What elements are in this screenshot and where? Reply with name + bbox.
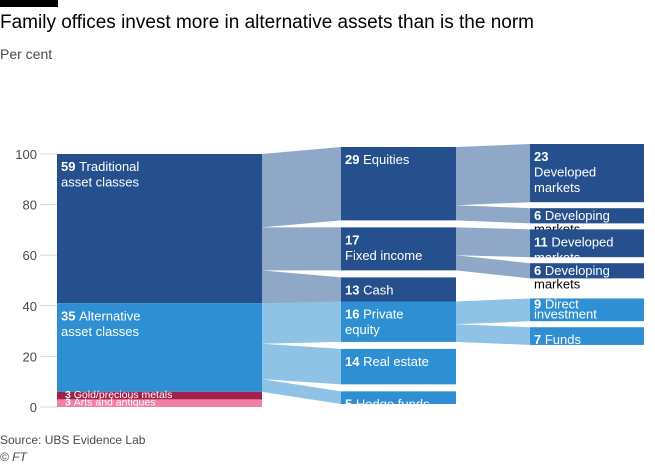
node-fi_dvg bbox=[530, 263, 644, 279]
node-label-re: 14 Real estate bbox=[345, 354, 429, 369]
link-alt-to-pe bbox=[262, 301, 341, 344]
node-group: 59 Traditional asset classes 35 Alternativ… bbox=[57, 144, 644, 411]
node-hf bbox=[341, 391, 456, 404]
node-re bbox=[341, 348, 456, 385]
link-trad-to-cash bbox=[262, 270, 341, 311]
node-arts bbox=[57, 399, 262, 407]
node-eq bbox=[341, 147, 456, 221]
link-pe-to-pe_funds bbox=[456, 324, 530, 345]
y-tick-label-100: 100 bbox=[15, 147, 37, 162]
node-pe_funds bbox=[530, 327, 644, 345]
node-pe bbox=[341, 301, 456, 342]
node-label-eq_dvg: 6 Developing bbox=[534, 208, 610, 223]
node-label-pe_dir: 9 Direct investment bbox=[534, 296, 597, 321]
y-tick-label-80: 80 bbox=[23, 198, 37, 213]
node-label-pe_funds: 7 Funds bbox=[534, 332, 581, 347]
node-label-arts: 3 Arts and antiques bbox=[65, 397, 155, 409]
node-fi_dev bbox=[530, 229, 644, 258]
node-label-pe: 16 Private equity bbox=[345, 306, 404, 337]
node-label-cash: 13 Cash bbox=[345, 282, 393, 297]
chart-title: Family offices invest more in alternativ… bbox=[0, 12, 534, 33]
link-trad-to-fi bbox=[262, 227, 341, 271]
node-fi bbox=[341, 227, 456, 271]
node-eq_dvg bbox=[530, 208, 644, 224]
link-group bbox=[262, 144, 530, 404]
node-label-trad: 59 Traditional asset classes bbox=[61, 159, 140, 190]
node-eq_dev bbox=[530, 144, 644, 203]
link-fi-to-fi_dev bbox=[456, 227, 530, 258]
y-axis-unit-label: Per cent bbox=[0, 46, 53, 62]
node-label-fi: 17 Fixed income bbox=[345, 232, 422, 263]
node-gold bbox=[57, 391, 262, 400]
link-eq-to-eq_dev bbox=[456, 144, 530, 206]
source-note: Source: UBS Evidence Lab bbox=[0, 433, 146, 447]
node-trad bbox=[57, 154, 262, 304]
link-alt-to-hf bbox=[262, 379, 341, 404]
y-tick-label-60: 60 bbox=[23, 248, 37, 263]
link-trad-to-eq bbox=[262, 147, 341, 228]
link-eq-to-eq_dvg bbox=[456, 205, 530, 224]
y-tick-label-40: 40 bbox=[23, 299, 37, 314]
y-tick-label-0: 0 bbox=[30, 400, 37, 415]
y-tick-label-20: 20 bbox=[23, 349, 37, 364]
link-alt-to-re bbox=[262, 343, 341, 385]
node-label-fi_dev: 11 Developed markets bbox=[534, 234, 614, 265]
node-label-eq: 29 Equities bbox=[345, 152, 410, 167]
y-axis: 0 20 40 60 80 100 bbox=[15, 147, 57, 415]
node-label-gold: 3 Gold/precious metals bbox=[65, 389, 172, 401]
node-label-line2-fi_dvg: markets bbox=[534, 276, 581, 291]
node-label-hf: 5 Hedge funds bbox=[345, 396, 430, 411]
ft-top-bar bbox=[0, 0, 58, 7]
link-fi-to-fi_dvg bbox=[456, 255, 530, 279]
node-alt bbox=[57, 303, 262, 392]
link-pe-to-pe_dir bbox=[456, 298, 530, 325]
node-label-fi_dvg: 6 Developing bbox=[534, 263, 610, 278]
node-pe_dir bbox=[530, 298, 644, 322]
ft-credit: © FT bbox=[0, 450, 27, 464]
node-label-eq_dev: 23 Developed markets bbox=[534, 149, 596, 195]
node-label-alt: 35 Alternative asset classes bbox=[61, 308, 141, 339]
